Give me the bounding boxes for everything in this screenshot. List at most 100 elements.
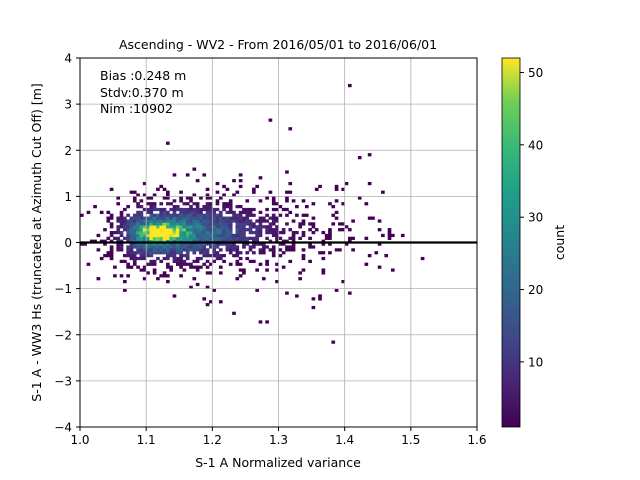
heatmap-cell — [258, 176, 263, 180]
heatmap-cell — [142, 233, 147, 238]
heatmap-cell — [205, 285, 210, 289]
heatmap-cell — [179, 196, 183, 200]
y-tick-label: 0 — [64, 236, 72, 250]
heatmap-cell — [232, 216, 236, 220]
heatmap-cell — [205, 216, 210, 220]
heatmap-cell — [248, 228, 253, 232]
heatmap-cell — [192, 239, 197, 243]
heatmap-cell — [166, 274, 170, 278]
colorbar-tick-label: 10 — [528, 355, 543, 369]
heatmap-cell — [225, 230, 230, 235]
heatmap-cell — [195, 225, 200, 229]
heatmap-cell — [235, 233, 240, 238]
heatmap-cell — [238, 225, 243, 229]
heatmap-cell — [192, 259, 197, 264]
heatmap-cell — [357, 156, 362, 160]
heatmap-cell — [199, 210, 203, 215]
heatmap-cell — [175, 213, 180, 217]
heatmap-cell — [238, 256, 243, 261]
heatmap-cell — [195, 230, 200, 235]
heatmap-cell — [162, 213, 167, 217]
heatmap-cell — [209, 196, 213, 200]
heatmap-cell — [156, 233, 160, 238]
heatmap-cell — [189, 210, 193, 215]
heatmap-cell — [218, 271, 223, 275]
heatmap-cell — [199, 196, 203, 200]
heatmap-cell — [281, 251, 286, 255]
heatmap-cell — [238, 236, 243, 240]
x-tick-label: 1.1 — [137, 433, 156, 447]
heatmap-cell — [132, 233, 137, 238]
heatmap-cell — [232, 193, 236, 197]
heatmap-cell — [252, 190, 256, 194]
heatmap-cell — [245, 216, 250, 220]
heatmap-cell — [228, 202, 233, 206]
heatmap-cell — [242, 239, 246, 243]
heatmap-cell — [146, 271, 150, 275]
heatmap-cell — [318, 251, 322, 255]
heatmap-cell — [228, 262, 233, 266]
heatmap-cell — [238, 251, 243, 255]
heatmap-cell — [328, 202, 332, 206]
heatmap-cell — [301, 219, 306, 223]
heatmap-cell — [301, 230, 306, 235]
heatmap-cell — [351, 236, 355, 240]
heatmap-cell — [136, 205, 140, 209]
heatmap-cell — [139, 205, 144, 209]
heatmap-cell — [281, 239, 286, 243]
heatmap-cell — [209, 230, 213, 235]
heatmap-cell — [209, 271, 213, 275]
heatmap-cell — [334, 184, 339, 189]
heatmap-cell — [271, 199, 276, 203]
heatmap-cell — [195, 282, 200, 287]
heatmap-cell — [142, 222, 147, 226]
heatmap-cell — [142, 207, 147, 212]
heatmap-cell — [182, 202, 187, 206]
heatmap-cell — [149, 230, 154, 235]
heatmap-cell — [248, 245, 253, 249]
heatmap-cell — [258, 228, 263, 232]
heatmap-cell — [162, 248, 167, 252]
heatmap-cell — [278, 205, 283, 209]
heatmap-cell — [89, 239, 94, 243]
heatmap-cell — [185, 207, 190, 212]
heatmap-cell — [285, 170, 289, 174]
heatmap-cell — [212, 242, 216, 246]
heatmap-cell — [268, 216, 273, 220]
heatmap-cell — [258, 222, 263, 226]
heatmap-cell — [235, 219, 240, 223]
heatmap-cell — [215, 251, 220, 255]
heatmap-cell — [116, 225, 121, 229]
heatmap-cell — [281, 207, 286, 212]
heatmap-cell — [139, 242, 144, 246]
heatmap-cell — [119, 216, 124, 220]
heatmap-cell — [109, 225, 114, 229]
heatmap-cell — [344, 225, 349, 229]
heatmap-cell — [235, 239, 240, 243]
heatmap-cell — [218, 228, 223, 232]
heatmap-cell — [228, 236, 233, 240]
heatmap-cell — [179, 207, 183, 212]
heatmap-cell — [261, 219, 266, 223]
heatmap-cell — [86, 262, 91, 266]
heatmap-cell — [265, 219, 269, 223]
heatmap-cell — [232, 254, 236, 258]
heatmap-cell — [275, 230, 279, 235]
heatmap-cell — [126, 245, 130, 249]
heatmap-cell — [172, 236, 177, 240]
heatmap-cell — [152, 259, 157, 264]
heatmap-cell — [225, 239, 230, 243]
heatmap-cell — [252, 242, 256, 246]
heatmap-cell — [202, 254, 207, 258]
heatmap-cell — [156, 248, 160, 252]
heatmap-cell — [212, 259, 216, 264]
heatmap-cell — [169, 268, 173, 272]
heatmap-cell — [192, 210, 197, 215]
heatmap-cell — [205, 187, 210, 191]
heatmap-cell — [215, 199, 220, 203]
heatmap-cell — [179, 242, 183, 246]
heatmap-cell — [218, 213, 223, 217]
heatmap-cell — [169, 242, 173, 246]
heatmap-cell — [232, 179, 236, 183]
heatmap-cell — [162, 239, 167, 243]
